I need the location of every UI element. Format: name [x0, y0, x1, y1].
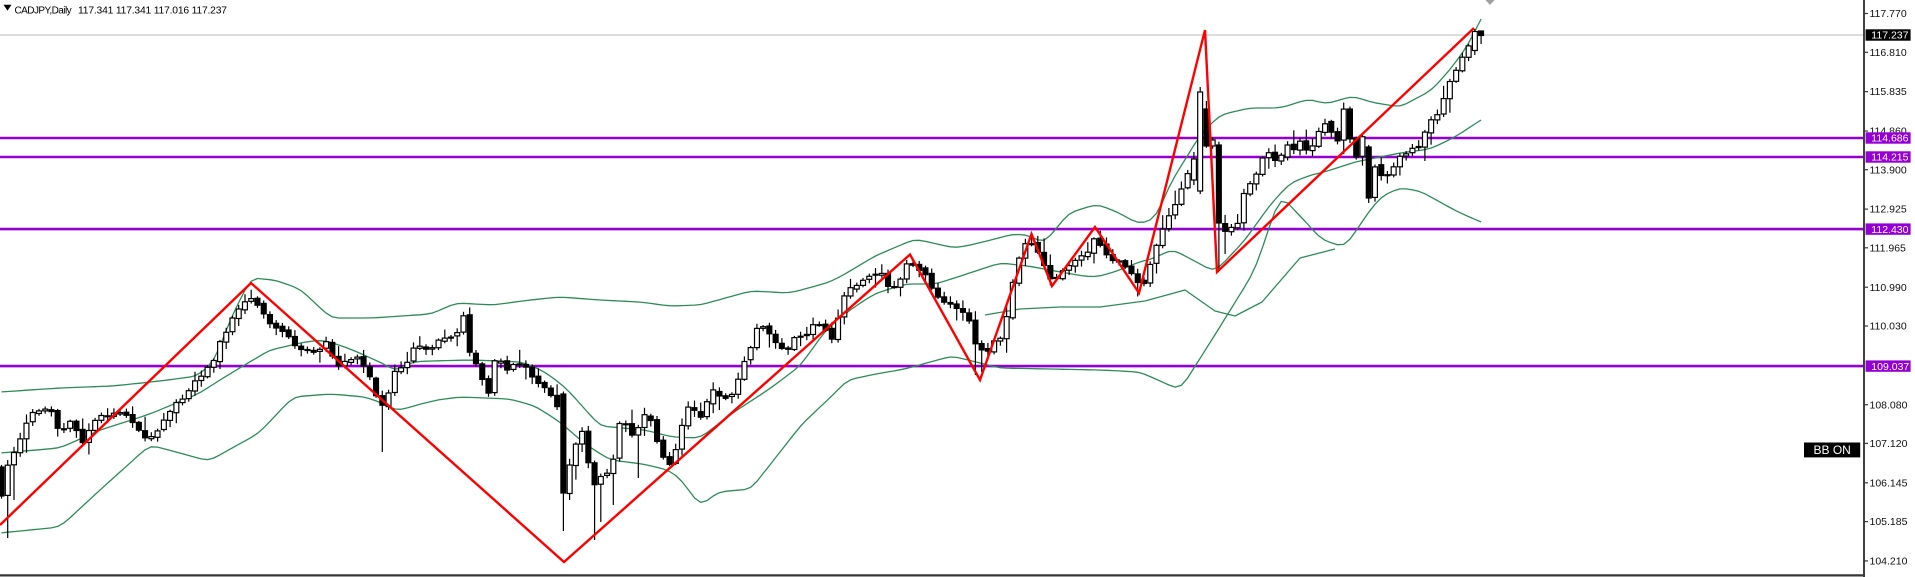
svg-text:112.925: 112.925 — [1870, 204, 1907, 216]
svg-text:109.037: 109.037 — [1871, 361, 1909, 373]
svg-text:104.210: 104.210 — [1870, 556, 1908, 568]
svg-text:106.145: 106.145 — [1870, 477, 1908, 489]
svg-text:117.770: 117.770 — [1870, 8, 1907, 20]
svg-text:111.965: 111.965 — [1870, 242, 1907, 254]
svg-text:112.430: 112.430 — [1871, 224, 1908, 236]
svg-text:116.810: 116.810 — [1870, 47, 1907, 59]
svg-text:BB ON: BB ON — [1814, 443, 1851, 457]
svg-text:105.185: 105.185 — [1870, 516, 1908, 528]
svg-text:CADJPY,Daily: CADJPY,Daily — [15, 5, 72, 16]
svg-text:107.120: 107.120 — [1870, 438, 1908, 450]
svg-text:110.030: 110.030 — [1870, 321, 1907, 333]
svg-text:113.900: 113.900 — [1870, 164, 1907, 176]
svg-text:117.341 117.341 117.016 117.23: 117.341 117.341 117.016 117.237 — [78, 5, 227, 16]
svg-text:117.237: 117.237 — [1871, 30, 1908, 42]
svg-text:114.215: 114.215 — [1871, 152, 1908, 164]
svg-text:114.686: 114.686 — [1871, 133, 1908, 145]
svg-text:110.990: 110.990 — [1870, 282, 1907, 294]
svg-text:108.080: 108.080 — [1870, 399, 1908, 411]
svg-text:115.835: 115.835 — [1870, 86, 1907, 98]
